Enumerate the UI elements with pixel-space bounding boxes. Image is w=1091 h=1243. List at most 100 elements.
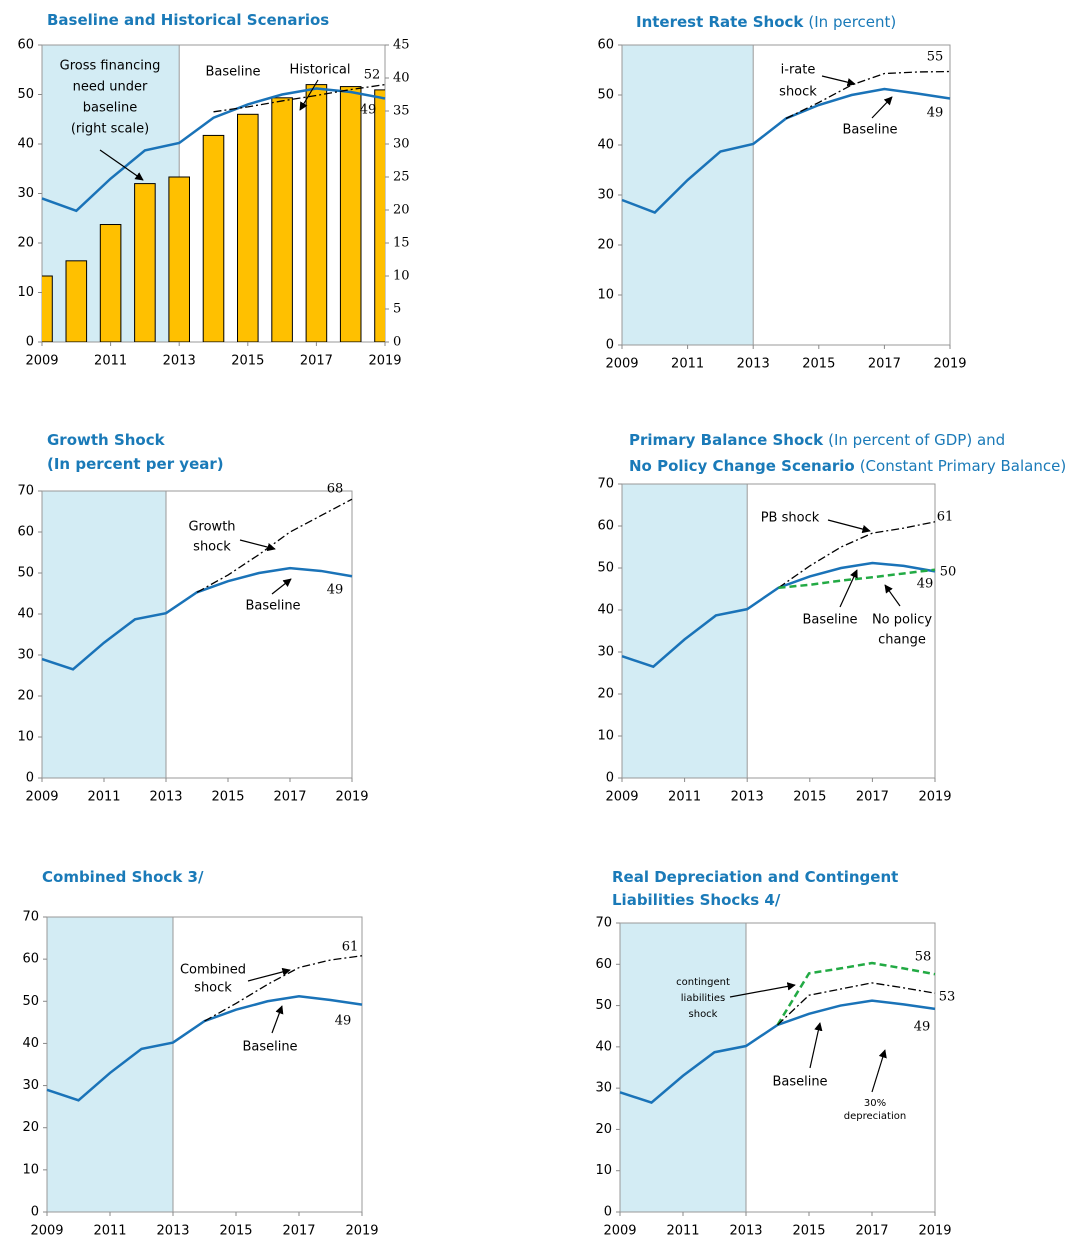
x-tick-label: 2011 bbox=[666, 1224, 699, 1239]
x-tick-label: 2013 bbox=[163, 354, 196, 369]
y-tick-label: 50 bbox=[17, 87, 34, 102]
y-tick-label: 70 bbox=[595, 916, 612, 931]
title-text: Primary Balance Shock bbox=[629, 431, 824, 449]
x-tick-label: 2019 bbox=[918, 1224, 951, 1239]
y-tick-label: 50 bbox=[595, 998, 612, 1013]
y-tick-label: 0 bbox=[606, 338, 614, 353]
annotation-arrow bbox=[271, 1005, 284, 1034]
value-label: 52 bbox=[364, 68, 381, 83]
bar bbox=[237, 113, 259, 342]
annotation: shock bbox=[779, 85, 817, 100]
y-tick-label: 10 bbox=[17, 285, 34, 300]
x-tick-label: 2015 bbox=[219, 1224, 252, 1239]
annotation-arrow bbox=[239, 539, 276, 552]
series-line bbox=[619, 999, 936, 1104]
y2-tick-label: 25 bbox=[393, 170, 410, 185]
shaded-region bbox=[621, 483, 748, 779]
annotation-arrow bbox=[271, 578, 292, 595]
y2-tick-label: 5 bbox=[393, 302, 401, 317]
bar bbox=[374, 89, 385, 342]
y2-tick-label: 15 bbox=[393, 236, 410, 251]
series-line bbox=[785, 70, 951, 120]
y2-tick-label: 10 bbox=[393, 269, 410, 284]
bar bbox=[168, 176, 190, 342]
y-tick-label: 0 bbox=[31, 1205, 39, 1220]
y-tick-label: 40 bbox=[597, 603, 614, 618]
y-tick-label: 60 bbox=[17, 38, 34, 53]
bar bbox=[99, 224, 122, 342]
annotation: Combined bbox=[180, 963, 246, 978]
series-line bbox=[204, 955, 363, 1022]
annotation: shock bbox=[689, 1009, 718, 1020]
y-tick-label: 30 bbox=[597, 188, 614, 203]
annotation: shock bbox=[193, 540, 231, 555]
x-tick-label: 2011 bbox=[671, 357, 704, 372]
x-tick-label: 2015 bbox=[211, 790, 244, 805]
title-text: Liabilities Shocks 4/ bbox=[612, 891, 781, 909]
x-tick-label: 2015 bbox=[802, 357, 835, 372]
y-tick-label: 20 bbox=[597, 687, 614, 702]
y-tick-label: 10 bbox=[597, 288, 614, 303]
series-line bbox=[41, 87, 386, 213]
annotation-arrow bbox=[827, 519, 871, 534]
y-tick-label: 60 bbox=[17, 525, 34, 540]
x-tick-label: 2013 bbox=[729, 1224, 762, 1239]
x-tick-label: 2009 bbox=[25, 354, 58, 369]
y-tick-label: 50 bbox=[22, 994, 39, 1009]
bar bbox=[305, 84, 328, 342]
value-label: 49 bbox=[335, 1014, 352, 1029]
x-tick-label: 2019 bbox=[335, 790, 368, 805]
y-tick-label: 20 bbox=[22, 1120, 39, 1135]
y-tick-label: 0 bbox=[604, 1205, 612, 1220]
y-tick-label: 0 bbox=[606, 771, 614, 786]
y-tick-label: 30 bbox=[597, 645, 614, 660]
x-tick-label: 2009 bbox=[605, 357, 638, 372]
bar bbox=[202, 134, 225, 342]
x-tick-label: 2017 bbox=[273, 790, 306, 805]
series-line bbox=[213, 83, 386, 113]
x-tick-label: 2011 bbox=[94, 354, 127, 369]
chart-title: Real Depreciation and Contingent bbox=[612, 868, 898, 886]
annotation: Baseline bbox=[842, 123, 897, 138]
series-line bbox=[776, 961, 936, 1026]
shaded-region bbox=[619, 922, 747, 1213]
title-text: Interest Rate Shock bbox=[636, 13, 804, 31]
title-text: Growth Shock bbox=[47, 431, 166, 449]
y-tick-label: 10 bbox=[22, 1162, 39, 1177]
chart-title: Baseline and Historical Scenarios bbox=[47, 11, 329, 29]
y-tick-label: 0 bbox=[26, 335, 34, 350]
value-label: 49 bbox=[914, 1020, 931, 1035]
y-tick-label: 60 bbox=[22, 952, 39, 967]
y-tick-label: 10 bbox=[17, 730, 34, 745]
annotation: liabilities bbox=[681, 993, 725, 1004]
series-line bbox=[778, 521, 936, 589]
annotation-arrow bbox=[884, 584, 901, 607]
annotation: i-rate bbox=[781, 63, 816, 78]
title-text: Real Depreciation and Contingent bbox=[612, 868, 898, 886]
x-tick-label: 2009 bbox=[605, 790, 638, 805]
y2-tick-label: 45 bbox=[393, 38, 410, 53]
y-tick-label: 40 bbox=[17, 137, 34, 152]
x-tick-label: 2015 bbox=[792, 1224, 825, 1239]
y-tick-label: 20 bbox=[17, 689, 34, 704]
y-tick-label: 30 bbox=[17, 186, 34, 201]
x-tick-label: 2019 bbox=[368, 354, 401, 369]
plot-frame bbox=[621, 483, 936, 779]
chart-title: Primary Balance Shock (In percent of GDP)… bbox=[629, 431, 1005, 449]
annotation: Baseline bbox=[242, 1040, 297, 1055]
y-tick-label: 50 bbox=[17, 566, 34, 581]
annotation: (right scale) bbox=[71, 122, 149, 137]
annotation-arrow bbox=[839, 569, 858, 608]
annotation: Growth bbox=[188, 520, 235, 535]
y-tick-label: 70 bbox=[22, 910, 39, 925]
x-tick-label: 2013 bbox=[731, 790, 764, 805]
y-tick-label: 60 bbox=[595, 957, 612, 972]
bar bbox=[42, 275, 53, 342]
annotation: baseline bbox=[83, 101, 137, 116]
x-tick-label: 2013 bbox=[156, 1224, 189, 1239]
y2-tick-label: 40 bbox=[393, 71, 410, 86]
y-tick-label: 30 bbox=[22, 1078, 39, 1093]
x-tick-label: 2015 bbox=[231, 354, 264, 369]
annotation: shock bbox=[194, 981, 232, 996]
